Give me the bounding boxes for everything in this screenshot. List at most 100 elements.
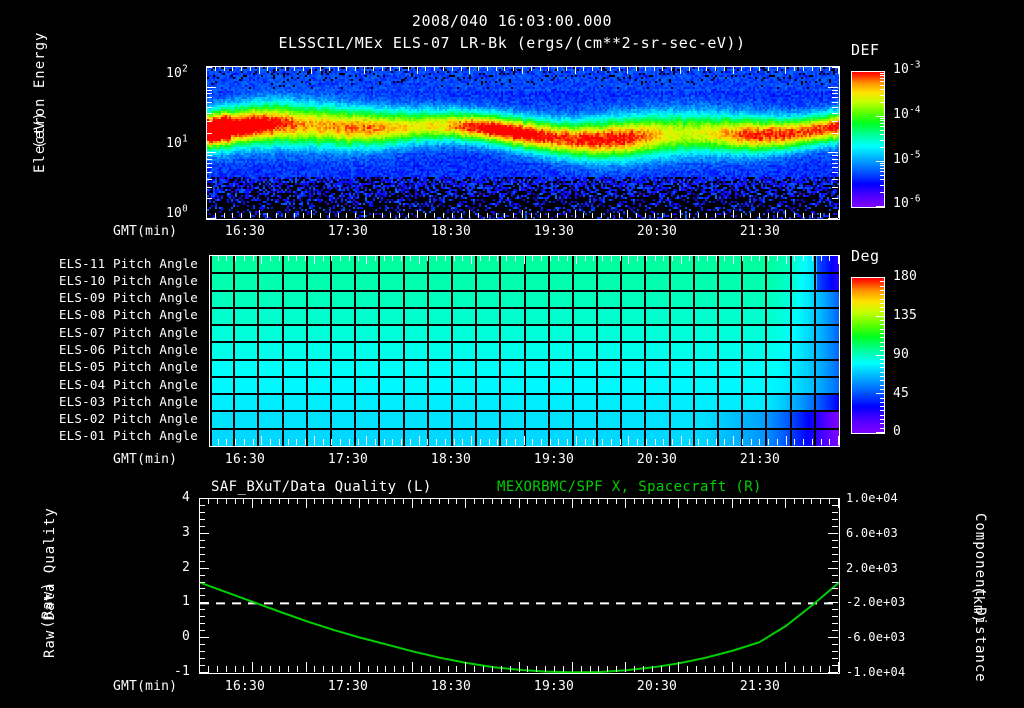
tick-mark (832, 665, 838, 666)
panel3-xtick-5: 21:30 (739, 679, 781, 694)
tick-mark (733, 66, 734, 74)
tick-mark (235, 498, 236, 504)
tick-mark (767, 498, 768, 504)
colorbar-deg-tick-3: 45 (893, 386, 910, 401)
tick-mark (832, 167, 838, 168)
tick-mark (698, 213, 699, 218)
tick-mark (199, 662, 200, 672)
tick-mark (592, 66, 593, 71)
tick-mark (244, 255, 245, 261)
tick-mark (550, 439, 551, 445)
tick-mark (696, 666, 697, 672)
tick-mark (880, 346, 885, 347)
tick-mark (241, 66, 242, 71)
tick-mark (732, 498, 733, 508)
tick-mark (832, 644, 838, 645)
tick-mark (832, 155, 838, 156)
panel2-row-label-4: ELS-07 Pitch Angle (58, 325, 198, 340)
tick-mark (832, 519, 838, 520)
tick-mark (445, 255, 446, 261)
tick-mark (401, 255, 402, 261)
tick-mark (646, 439, 647, 445)
tick-mark (425, 213, 426, 218)
tick-mark (681, 436, 682, 445)
tick-mark (880, 398, 885, 399)
tick-mark (681, 255, 682, 264)
tick-mark (462, 439, 463, 445)
page-subtitle: ELSSCIL/MEx ELS-07 LR-Bk (ergs/(cm**2-sr… (278, 34, 746, 52)
tick-mark (637, 439, 638, 445)
panel1-tick-marks (206, 66, 839, 219)
tick-mark (199, 519, 205, 520)
panel3-ytick-right-1: 6.0e+03 (846, 526, 898, 540)
tick-mark (252, 498, 253, 508)
tick-mark (501, 498, 502, 504)
tick-mark (643, 666, 644, 672)
tick-mark (489, 439, 490, 445)
colorbar-def-gradient (851, 71, 885, 208)
tick-mark (341, 498, 342, 504)
panel2-tick-marks (209, 255, 839, 445)
tick-mark (305, 439, 306, 445)
tick-mark (373, 213, 374, 218)
tick-mark (829, 666, 830, 672)
tick-mark (828, 568, 838, 569)
tick-mark (654, 66, 655, 71)
tick-mark (392, 439, 393, 445)
tick-mark (832, 526, 838, 527)
tick-mark (880, 299, 885, 300)
tick-mark (590, 666, 591, 672)
tick-mark (880, 350, 885, 351)
tick-mark (706, 66, 707, 71)
tick-mark (880, 311, 885, 312)
tick-mark (566, 66, 567, 71)
tick-mark (436, 439, 437, 445)
tick-mark (206, 152, 216, 153)
tick-mark (206, 159, 212, 160)
tick-mark (669, 666, 670, 672)
tick-mark (680, 210, 681, 218)
panel3-ylabel-right-unit: (km) (970, 586, 986, 624)
tick-mark (471, 255, 472, 264)
tick-mark (209, 255, 210, 264)
tick-mark (314, 436, 315, 445)
tick-mark (288, 666, 289, 672)
tick-mark (689, 213, 690, 218)
tick-mark (581, 666, 582, 672)
tick-mark (742, 255, 743, 261)
tick-mark (550, 255, 551, 261)
tick-mark (880, 123, 885, 124)
tick-mark (832, 582, 838, 583)
tick-mark (880, 192, 885, 193)
panel3-ytick-right-3: -2.0e+03 (846, 595, 906, 609)
tick-mark (750, 66, 751, 71)
tick-mark (199, 540, 205, 541)
tick-mark (724, 213, 725, 218)
tick-mark (880, 363, 885, 364)
tick-mark (585, 439, 586, 445)
tick-mark (320, 66, 321, 71)
tick-mark (838, 210, 839, 218)
tick-mark (768, 255, 769, 261)
tick-mark (403, 666, 404, 672)
tick-mark (448, 666, 449, 672)
tick-mark (341, 666, 342, 672)
tick-mark (602, 255, 603, 261)
tick-mark (515, 255, 516, 261)
tick-mark (643, 498, 644, 504)
tick-mark (655, 439, 656, 445)
tick-mark (715, 213, 716, 218)
tick-mark (698, 255, 699, 261)
tick-mark (527, 498, 528, 504)
tick-mark (557, 213, 558, 218)
tick-mark (436, 255, 437, 261)
panel3-ytick-left-0: 4 (181, 490, 190, 505)
tick-mark (332, 666, 333, 672)
tick-mark (689, 66, 690, 71)
tick-mark (880, 165, 885, 166)
tick-mark (820, 666, 821, 672)
tick-mark (513, 66, 514, 71)
tick-mark (206, 198, 212, 199)
tick-mark (880, 423, 885, 424)
tick-mark (832, 588, 838, 589)
